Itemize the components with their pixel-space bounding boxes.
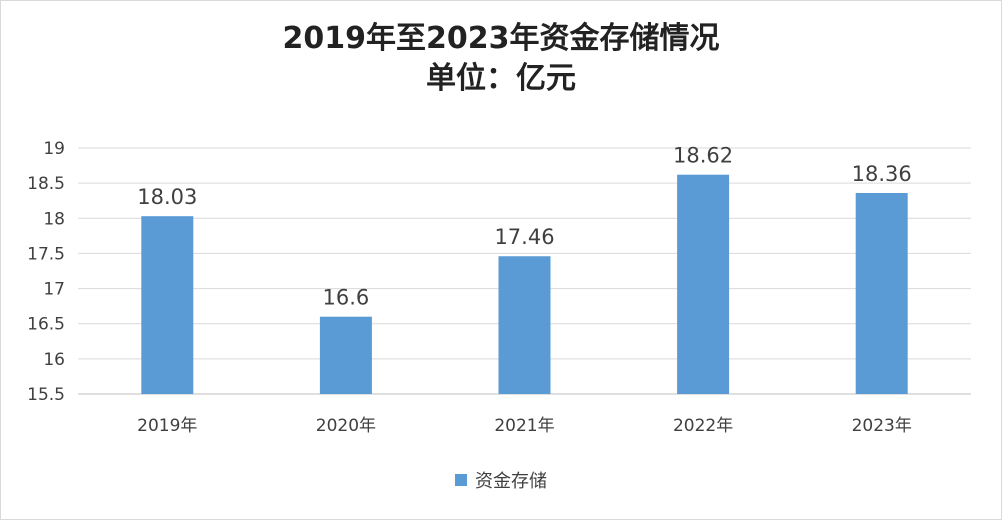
x-tick-label: 2022年 [673, 416, 733, 436]
chart-subtitle: 单位：亿元 [426, 61, 576, 96]
bar [677, 174, 730, 394]
y-tick-label: 16 [43, 350, 65, 370]
y-tick-label: 17.5 [27, 244, 65, 264]
chart-title: 2019年至2023年资金存储情况 [282, 21, 720, 56]
legend-swatch [455, 474, 467, 486]
x-tick-label: 2019年 [137, 416, 197, 436]
x-tick-label: 2021年 [494, 416, 554, 436]
bars [141, 174, 908, 394]
legend-label: 资金存储 [475, 471, 547, 492]
y-axis-ticks: 15.5 16 16.5 17 17.5 18 18.5 19 [27, 139, 65, 405]
bar [498, 256, 551, 394]
y-tick-label: 18 [43, 209, 65, 229]
y-tick-label: 17 [43, 280, 65, 300]
x-tick-label: 2020年 [316, 416, 376, 436]
bar [319, 316, 372, 394]
y-tick-label: 19 [43, 139, 65, 159]
y-tick-label: 15.5 [27, 385, 65, 405]
data-label: 18.03 [137, 185, 197, 209]
legend: 资金存储 [1, 467, 1001, 493]
x-axis-ticks: 2019年 2020年 2021年 2022年 2023年 [137, 416, 912, 436]
chart-title-block: 2019年至2023年资金存储情况 单位：亿元 [1, 19, 1001, 99]
data-label: 16.6 [323, 286, 370, 310]
data-label: 18.36 [852, 162, 912, 186]
y-tick-label: 18.5 [27, 174, 65, 194]
data-label: 18.62 [673, 144, 733, 168]
data-labels: 18.03 16.6 17.46 18.62 18.36 [137, 144, 912, 310]
bar [855, 192, 908, 394]
data-label: 17.46 [494, 225, 554, 249]
y-tick-label: 16.5 [27, 315, 65, 335]
x-tick-label: 2023年 [852, 416, 912, 436]
bar [141, 216, 194, 394]
